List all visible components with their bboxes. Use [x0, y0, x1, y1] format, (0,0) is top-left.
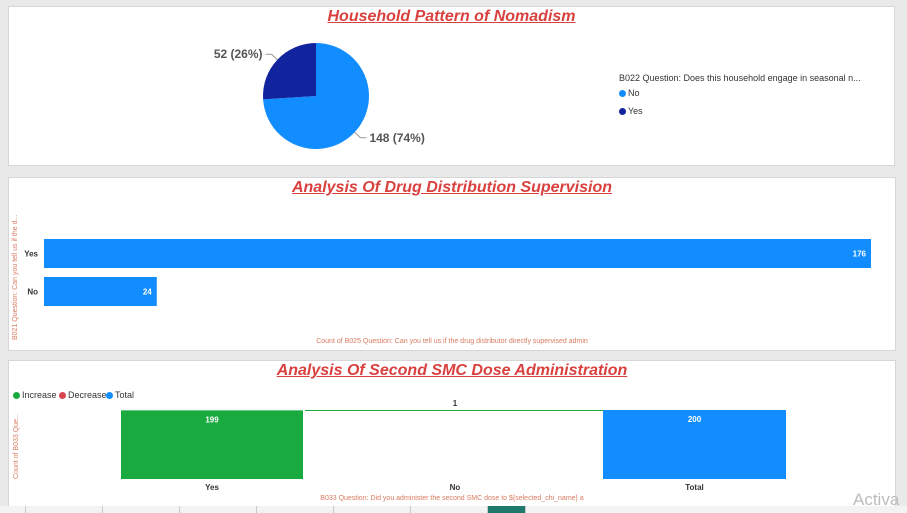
supervision-panel: Analysis Of Drug Distribution Supervisio…: [8, 177, 896, 351]
page-tab[interactable]: [102, 506, 180, 513]
page-tab[interactable]: [333, 506, 411, 513]
page-tab[interactable]: [179, 506, 257, 513]
page-tab[interactable]: [256, 506, 334, 513]
smc-x-axis-label: B033 Question: Did you administer the se…: [9, 495, 895, 502]
bar-yes[interactable]: [44, 239, 871, 268]
legend-dot-yes: [619, 108, 626, 115]
data-label: 199: [205, 415, 219, 424]
nomadism-legend-title: B022 Question: Does this household engag…: [619, 73, 861, 83]
data-label: 176: [853, 250, 867, 259]
category-label: Yes: [205, 483, 219, 492]
data-label: 200: [688, 415, 702, 424]
supervision-bar-chart[interactable]: Yes 176 No 24: [9, 178, 895, 350]
smc-panel: Analysis Of Second SMC Dose Administrati…: [8, 360, 896, 508]
activation-watermark: Activa: [853, 490, 899, 510]
nomadism-panel: Household Pattern of Nomadism 148 (74%) 5…: [8, 6, 895, 166]
waterfall-bar-no[interactable]: [305, 410, 605, 411]
pie-data-label: 148 (74%): [369, 131, 424, 145]
legend-item-no[interactable]: No: [619, 88, 640, 98]
pie-leader-line: [266, 54, 278, 59]
page-tabs: [0, 506, 907, 513]
pie-slice-yes[interactable]: [263, 43, 316, 99]
nomadism-pie-chart[interactable]: 148 (74%) 52 (26%): [9, 7, 894, 165]
category-label: Total: [685, 483, 704, 492]
page-tab-active[interactable]: [487, 506, 526, 513]
page-tab[interactable]: [410, 506, 488, 513]
smc-waterfall-chart[interactable]: 199 Yes 1 No 200 Total: [9, 361, 895, 507]
data-label: 24: [143, 288, 152, 297]
category-label: Yes: [24, 250, 38, 259]
legend-label-yes: Yes: [628, 106, 643, 116]
supervision-x-axis-label: Count of B025 Question: Can you tell us …: [9, 338, 895, 345]
page-tab[interactable]: [525, 506, 907, 513]
page-tab[interactable]: [25, 506, 103, 513]
legend-item-yes[interactable]: Yes: [619, 106, 643, 116]
category-label: No: [450, 483, 461, 492]
bar-no[interactable]: [44, 277, 157, 306]
pie-data-label: 52 (26%): [214, 47, 263, 61]
legend-dot-no: [619, 90, 626, 97]
category-label: No: [27, 288, 38, 297]
pie-leader-line: [355, 132, 367, 137]
legend-label-no: No: [628, 88, 640, 98]
data-label: 1: [453, 399, 458, 408]
